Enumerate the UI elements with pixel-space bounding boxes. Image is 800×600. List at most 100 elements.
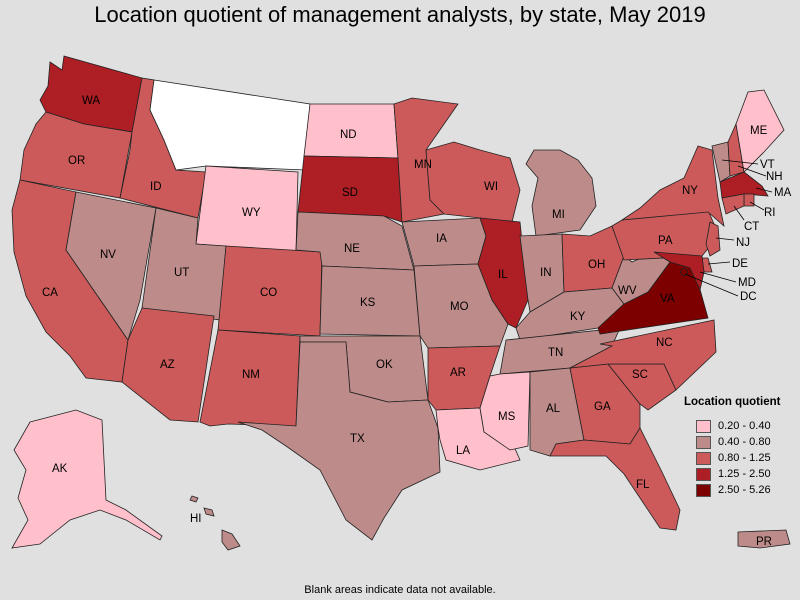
leader-dc — [684, 273, 739, 297]
leader-ma — [755, 187, 773, 193]
label-tx: TX — [350, 433, 365, 445]
label-mo: MO — [450, 301, 469, 313]
label-fl: FL — [636, 479, 650, 491]
label-oh: OH — [588, 259, 605, 271]
label-nd: ND — [340, 129, 357, 141]
label-mi: MI — [552, 209, 565, 221]
state-pr[interactable] — [737, 529, 791, 549]
label-ok: OK — [376, 359, 393, 371]
label-ia: IA — [436, 233, 447, 245]
label-az: AZ — [160, 359, 175, 371]
label-ne: NE — [344, 243, 360, 255]
legend-item: 0.40 - 0.80 — [696, 434, 795, 450]
state-nc[interactable] — [569, 319, 717, 391]
label-mn: MN — [414, 159, 432, 171]
legend-swatch — [696, 419, 711, 433]
legend-swatch — [696, 435, 711, 449]
legend-item: 2.50 - 5.26 — [696, 482, 795, 498]
label-id: ID — [150, 181, 162, 193]
label-ca: CA — [42, 287, 58, 299]
state-ri[interactable] — [743, 193, 755, 207]
legend-item: 1.25 - 2.50 — [696, 466, 795, 482]
label-ms: MS — [498, 411, 516, 423]
label-il: IL — [498, 269, 508, 281]
label-in: IN — [540, 267, 552, 279]
state-sd[interactable] — [297, 155, 403, 223]
state-nv[interactable] — [65, 191, 157, 341]
label-ri: RI — [764, 207, 776, 219]
label-ny: NY — [682, 185, 698, 197]
label-al: AL — [546, 403, 561, 415]
label-wv: WV — [618, 285, 637, 297]
label-me: ME — [750, 125, 768, 137]
state-fl[interactable] — [549, 427, 681, 531]
label-hi: HI — [190, 513, 202, 525]
label-va: VA — [660, 293, 675, 305]
label-ga: GA — [594, 401, 611, 413]
leader-vt — [721, 159, 759, 165]
label-or: OR — [68, 155, 85, 167]
legend-title: Location quotient — [684, 396, 781, 408]
label-sc: SC — [632, 369, 648, 381]
label-co: CO — [260, 287, 277, 299]
state-mt[interactable] — [149, 79, 311, 171]
legend-item: 0.20 - 0.40 — [696, 418, 795, 434]
state-tx[interactable] — [237, 341, 441, 541]
leader-md — [699, 271, 737, 283]
legend-label: 0.20 - 0.40 — [718, 420, 771, 432]
legend-label: 0.40 - 0.80 — [718, 436, 771, 448]
legend-swatch — [696, 451, 711, 465]
label-ut: UT — [174, 267, 189, 279]
state-hi-islands-2[interactable] — [203, 507, 215, 517]
state-dc[interactable] — [680, 268, 688, 276]
label-ky: KY — [570, 311, 586, 323]
state-ct[interactable] — [721, 193, 745, 215]
label-ct: CT — [744, 221, 759, 233]
legend-swatch — [696, 467, 711, 481]
legend: Location quotient 0.20 - 0.40 0.40 - 0.8… — [680, 396, 795, 498]
state-or[interactable] — [19, 111, 133, 199]
label-ak: AK — [52, 463, 68, 475]
label-nv: NV — [100, 249, 116, 261]
state-ny[interactable] — [621, 145, 725, 228]
leader-ct — [733, 205, 745, 221]
leader-ri — [749, 201, 765, 211]
label-nm: NM — [242, 369, 260, 381]
label-vt: VT — [760, 159, 775, 171]
label-ma: MA — [774, 187, 792, 199]
legend-label: 1.25 - 2.50 — [718, 468, 771, 480]
label-sd: SD — [342, 187, 358, 199]
label-wy: WY — [242, 207, 261, 219]
state-az[interactable] — [121, 307, 215, 423]
leader-nj — [715, 237, 735, 241]
state-ak[interactable] — [11, 409, 163, 549]
state-wi[interactable] — [425, 141, 521, 223]
leader-nh — [737, 165, 767, 177]
label-nc: NC — [656, 337, 673, 349]
label-de: DE — [732, 258, 748, 270]
label-dc: DC — [740, 291, 757, 303]
state-hi-islands[interactable] — [189, 495, 199, 503]
map-title: Location quotient of management analysts… — [94, 2, 706, 27]
label-nj: NJ — [736, 237, 750, 249]
label-nh: NH — [766, 171, 783, 183]
label-wi: WI — [484, 181, 498, 193]
state-md[interactable] — [653, 251, 705, 292]
state-mi[interactable] — [525, 149, 597, 237]
state-nj[interactable] — [705, 221, 721, 257]
state-hi[interactable] — [221, 529, 241, 551]
leader-de — [707, 261, 731, 265]
label-la: LA — [456, 445, 470, 457]
label-pa: PA — [658, 235, 673, 247]
label-wa: WA — [82, 95, 100, 107]
legend-label: 0.80 - 1.25 — [718, 452, 771, 464]
label-ar: AR — [450, 367, 466, 379]
legend-item: 0.80 - 1.25 — [696, 450, 795, 466]
label-pr: PR — [756, 536, 772, 548]
label-md: MD — [738, 277, 756, 289]
label-ks: KS — [360, 297, 376, 309]
legend-label: 2.50 - 5.26 — [718, 484, 771, 496]
legend-swatch — [696, 483, 711, 497]
footnote: Blank areas indicate data not available. — [304, 584, 496, 596]
